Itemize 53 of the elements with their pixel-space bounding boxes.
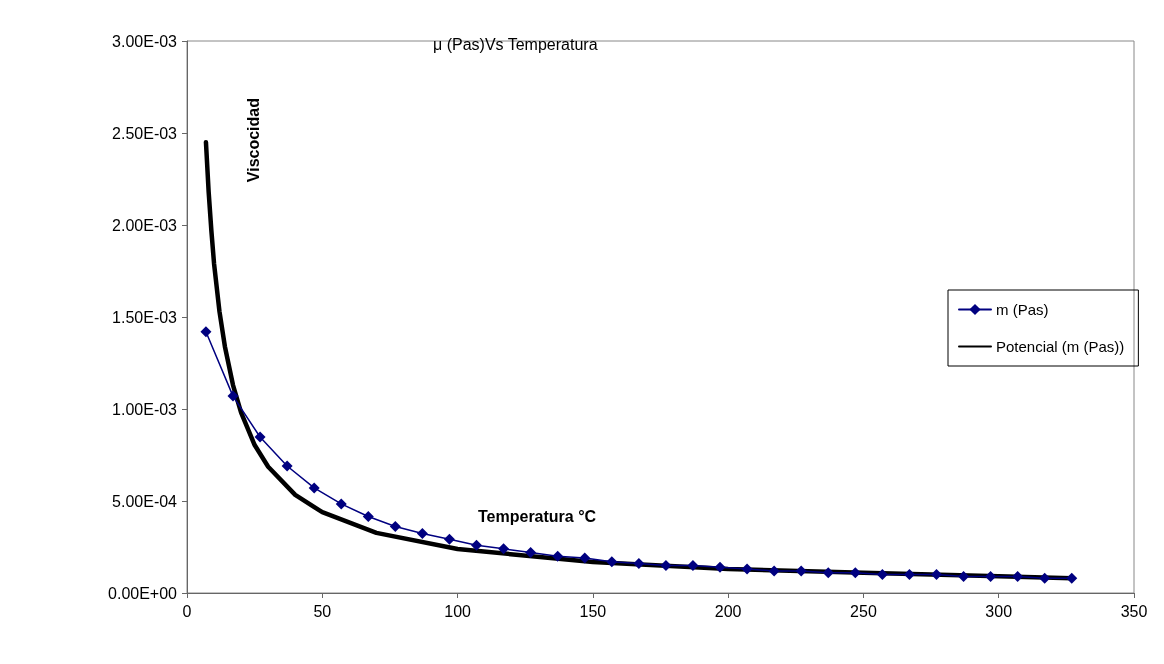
x-tick-label: 350 [1120, 602, 1148, 620]
point [335, 498, 347, 510]
point [254, 431, 266, 443]
x-tick-label: 100 [444, 602, 472, 620]
point [795, 565, 807, 577]
point [1066, 572, 1078, 584]
point [606, 556, 618, 568]
point [552, 550, 564, 562]
x-tick-label: 300 [985, 602, 1013, 620]
point [822, 567, 834, 579]
y-tick-label: 0.00E+00 [108, 584, 178, 602]
point [362, 510, 374, 522]
legend-label: Potencial (m (Pas)) [996, 338, 1125, 355]
point [930, 569, 942, 581]
y-tick-label: 1.00E-03 [112, 400, 178, 418]
point [281, 460, 293, 472]
x-axis-title: Temperatura °C [478, 507, 597, 525]
y-tick-label: 1.50E-03 [112, 308, 178, 326]
x-tick-label: 150 [579, 602, 607, 620]
point [227, 390, 239, 402]
point [443, 533, 455, 545]
y-tick-label: 2.50E-03 [112, 124, 178, 142]
point [687, 559, 699, 571]
point [416, 528, 428, 540]
point [389, 521, 401, 533]
point [768, 565, 780, 577]
point [525, 547, 537, 559]
y-tick-label: 2.00E-03 [112, 216, 178, 234]
point [958, 570, 970, 582]
point [308, 482, 320, 494]
point [200, 326, 212, 338]
x-tick-label: 50 [313, 602, 332, 620]
y-tick-label: 5.00E-04 [112, 492, 178, 510]
x-tick-label: 0 [182, 602, 192, 620]
y-axis-title: Viscocidad [244, 98, 262, 183]
point [1012, 570, 1024, 582]
x-tick-label: 200 [714, 602, 742, 620]
legend-label: m (Pas) [996, 301, 1049, 318]
point [714, 561, 726, 573]
point [660, 559, 672, 571]
point [579, 552, 591, 564]
y-tick-label: 3.00E-03 [112, 32, 178, 50]
point [471, 539, 483, 551]
chart-title: μ (Pas)Vs Temperatura [433, 35, 598, 53]
point [633, 558, 645, 570]
point [985, 570, 997, 582]
point [876, 569, 888, 581]
point [849, 567, 861, 579]
point [741, 563, 753, 575]
point [1039, 572, 1051, 584]
point [903, 569, 915, 581]
x-tick-label: 250 [850, 602, 877, 620]
point [498, 543, 510, 555]
